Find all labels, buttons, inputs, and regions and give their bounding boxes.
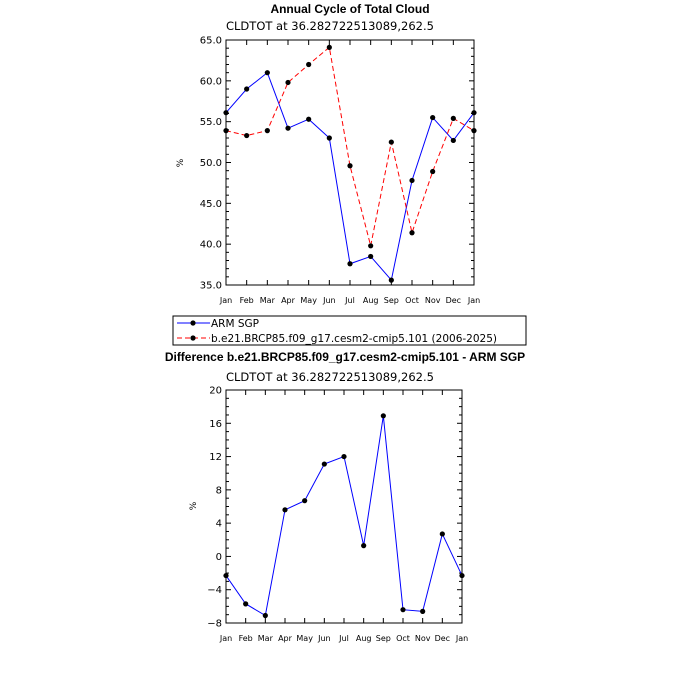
chart2-plot-frame xyxy=(225,389,463,624)
data-point xyxy=(264,70,270,76)
chart1-plot-frame xyxy=(225,39,475,286)
y-tick-label: 65.0 xyxy=(200,36,222,47)
y-tick-label: 50.0 xyxy=(200,158,222,169)
x-tick-label: Oct xyxy=(405,296,419,305)
y-tick-label: 12 xyxy=(209,452,222,463)
x-tick-label: Sep xyxy=(384,296,399,305)
chart2-ylabel: % xyxy=(189,501,199,510)
x-tick-label: Jan xyxy=(467,296,480,305)
x-tick-label: Jun xyxy=(317,634,331,643)
x-tick-label: Feb xyxy=(239,634,253,643)
x-tick-label: Mar xyxy=(258,634,274,643)
x-tick-label: Jan xyxy=(219,634,232,643)
x-tick-label: Jun xyxy=(322,296,336,305)
x-tick-label: Aug xyxy=(363,296,379,305)
data-point xyxy=(285,79,291,86)
x-tick-label: Dec xyxy=(446,296,461,305)
data-point xyxy=(420,608,426,614)
chart1-ylabel: % xyxy=(176,158,186,167)
data-point xyxy=(282,507,288,513)
x-tick-label: May xyxy=(296,634,313,643)
y-tick-label: 8 xyxy=(216,485,222,496)
y-tick-label: 4 xyxy=(216,519,222,530)
y-tick-label: 35.0 xyxy=(200,281,222,292)
legend-label-arm-sgp: ARM SGP xyxy=(211,318,259,330)
data-point xyxy=(380,413,386,419)
x-tick-label: Mar xyxy=(260,296,276,305)
data-point xyxy=(326,135,332,141)
data-point xyxy=(430,168,436,175)
data-point xyxy=(243,601,249,607)
y-tick-label: 0 xyxy=(216,552,222,563)
data-point xyxy=(409,230,415,236)
data-point xyxy=(306,116,312,122)
data-point xyxy=(244,132,250,139)
data-point xyxy=(368,243,374,249)
y-tick-label: 16 xyxy=(209,419,222,430)
data-point xyxy=(302,498,308,504)
y-tick-label: 20 xyxy=(209,386,222,397)
data-point xyxy=(223,110,229,116)
data-point xyxy=(388,139,394,145)
data-point xyxy=(285,125,291,131)
x-tick-label: Jul xyxy=(344,296,355,305)
x-tick-label: Apr xyxy=(281,296,296,305)
chart2-title: Difference b.e21.BRCP85.f09_g17.cesm2-cm… xyxy=(165,350,525,364)
series-line-0 xyxy=(225,415,463,617)
x-tick-label: Oct xyxy=(396,634,410,643)
data-point xyxy=(439,531,445,537)
x-tick-label: Sep xyxy=(376,634,391,643)
x-tick-label: Jan xyxy=(455,634,468,643)
x-tick-label: May xyxy=(300,296,317,305)
data-point xyxy=(361,543,367,549)
data-point xyxy=(471,110,477,116)
y-tick-label: 60.0 xyxy=(200,76,222,87)
data-point xyxy=(262,612,268,619)
data-point xyxy=(321,461,327,467)
data-point xyxy=(223,572,229,579)
x-tick-label: Nov xyxy=(425,296,441,305)
data-point xyxy=(347,163,353,169)
x-tick-label: Nov xyxy=(415,634,431,643)
x-tick-label: Feb xyxy=(240,296,254,305)
data-point xyxy=(244,86,250,92)
y-tick-label: −8 xyxy=(207,619,222,630)
legend-label-model: b.e21.BRCP85.f09_g17.cesm2-cmip5.101 (20… xyxy=(211,333,497,345)
data-point xyxy=(409,177,415,184)
series-line-0 xyxy=(225,71,475,282)
data-point xyxy=(223,128,229,134)
y-tick-label: 45.0 xyxy=(200,199,222,210)
y-tick-label: −4 xyxy=(207,585,222,596)
chart1-title: Annual Cycle of Total Cloud xyxy=(270,2,429,16)
data-point xyxy=(341,453,347,460)
data-point xyxy=(368,253,374,260)
data-point xyxy=(306,61,312,68)
data-point xyxy=(264,128,270,134)
x-tick-label: Apr xyxy=(278,634,293,643)
data-point xyxy=(347,261,353,267)
x-tick-label: Aug xyxy=(356,634,372,643)
legend-marker-model xyxy=(190,335,196,341)
data-point xyxy=(388,277,394,283)
data-point xyxy=(450,137,456,144)
series-line-1 xyxy=(225,46,475,246)
data-point xyxy=(400,607,406,613)
chart1-subtitle: CLDTOT at 36.282722513089,262.5 xyxy=(226,19,434,33)
y-tick-label: 40.0 xyxy=(200,240,222,251)
chart2-subtitle: CLDTOT at 36.282722513089,262.5 xyxy=(226,370,434,384)
x-tick-label: Dec xyxy=(435,634,450,643)
data-point xyxy=(459,572,465,579)
legend-marker-arm-sgp xyxy=(190,320,196,326)
data-point xyxy=(450,115,456,121)
data-point xyxy=(430,114,436,121)
chart1-legend xyxy=(172,315,527,346)
x-tick-label: Jul xyxy=(338,634,349,643)
data-point xyxy=(326,44,332,50)
x-tick-label: Jan xyxy=(219,296,232,305)
data-point xyxy=(471,128,477,134)
y-tick-label: 55.0 xyxy=(200,117,222,128)
